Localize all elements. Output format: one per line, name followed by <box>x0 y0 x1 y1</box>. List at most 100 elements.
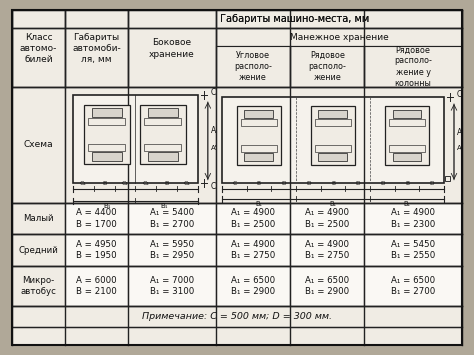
Text: A = 6000
B = 2100: A = 6000 B = 2100 <box>76 276 117 296</box>
Text: A': A' <box>457 146 464 151</box>
Bar <box>290 46 365 87</box>
Text: Малый: Малый <box>23 214 54 223</box>
Bar <box>392 153 421 161</box>
Text: B: B <box>257 181 261 186</box>
Text: Габариты
автомоби-
ля, мм: Габариты автомоби- ля, мм <box>72 33 121 64</box>
Bar <box>65 266 128 306</box>
Text: B: B <box>331 181 335 186</box>
Bar <box>12 266 65 306</box>
Text: A₁ = 4900
B₁ = 2500: A₁ = 4900 B₁ = 2500 <box>305 208 349 229</box>
Bar <box>319 110 347 118</box>
Text: C: C <box>211 182 216 191</box>
Text: A₁ = 6500
B₁ = 2700: A₁ = 6500 B₁ = 2700 <box>391 276 435 296</box>
Text: Микро-
автобус: Микро- автобус <box>20 276 56 296</box>
Text: C₁: C₁ <box>142 181 149 186</box>
Bar <box>88 118 125 125</box>
Text: D: D <box>356 181 360 186</box>
Text: Боковое
хранение: Боковое хранение <box>149 38 195 59</box>
Bar <box>245 110 273 118</box>
Text: Класс
автомо-
билей: Класс автомо- билей <box>20 33 57 64</box>
Text: B₁: B₁ <box>255 201 263 207</box>
Text: C₁: C₁ <box>80 181 87 186</box>
Bar <box>88 144 125 151</box>
Bar <box>128 266 216 306</box>
Bar <box>12 87 65 203</box>
Bar <box>389 119 425 126</box>
Bar <box>216 46 290 87</box>
Bar <box>12 234 65 266</box>
Text: C: C <box>232 181 236 186</box>
Bar <box>12 203 65 234</box>
Text: B₁: B₁ <box>329 201 337 207</box>
Bar <box>241 145 277 152</box>
Bar <box>128 10 216 87</box>
Text: A = 4950
B = 1950: A = 4950 B = 1950 <box>76 240 117 261</box>
Bar <box>445 176 450 181</box>
Bar <box>140 105 186 164</box>
Bar <box>365 234 462 266</box>
Text: C₁: C₁ <box>184 181 191 186</box>
Bar <box>65 234 128 266</box>
Bar <box>315 145 351 152</box>
Text: Габариты машино-места, мм: Габариты машино-места, мм <box>220 14 370 24</box>
Text: Схема: Схема <box>24 140 54 149</box>
Text: C: C <box>211 88 216 97</box>
Text: A₁ = 4900
B₁ = 2500: A₁ = 4900 B₁ = 2500 <box>231 208 275 229</box>
Bar <box>365 203 462 234</box>
Text: A₁ = 7000
B₁ = 3100: A₁ = 7000 B₁ = 3100 <box>150 276 194 296</box>
Bar <box>65 87 216 203</box>
Text: A₁ = 5450
B₁ = 2550: A₁ = 5450 B₁ = 2550 <box>391 240 435 261</box>
Bar <box>65 203 128 234</box>
Text: A₁ = 6500
B₁ = 2900: A₁ = 6500 B₁ = 2900 <box>231 276 275 296</box>
Bar <box>311 106 355 165</box>
Bar <box>290 266 365 306</box>
Text: B: B <box>164 181 169 186</box>
Text: Примечание: C = 500 мм; D = 300 мм.: Примечание: C = 500 мм; D = 300 мм. <box>142 312 332 321</box>
Text: A: A <box>457 129 462 137</box>
Bar <box>385 106 429 165</box>
Text: A₁ = 4900
B₁ = 2750: A₁ = 4900 B₁ = 2750 <box>305 240 349 261</box>
Text: A': A' <box>211 144 218 151</box>
Text: D: D <box>306 181 310 186</box>
Bar <box>84 105 130 164</box>
Bar <box>145 118 182 125</box>
Bar <box>73 95 198 182</box>
Text: B: B <box>102 181 106 186</box>
Bar <box>12 10 65 87</box>
Bar <box>216 203 290 234</box>
Bar <box>237 106 281 165</box>
Bar <box>145 144 182 151</box>
Text: Манежное хранение: Манежное хранение <box>290 33 388 42</box>
Bar <box>241 119 277 126</box>
Bar <box>216 266 290 306</box>
Text: Рядовое
располо-
жение у
колонны: Рядовое располо- жение у колонны <box>394 45 432 88</box>
Bar <box>65 10 128 87</box>
Text: A₁ = 5950
B₁ = 2950: A₁ = 5950 B₁ = 2950 <box>150 240 194 261</box>
Bar <box>128 10 462 28</box>
Bar <box>392 110 421 118</box>
Bar <box>128 234 216 266</box>
Text: A₁ = 4900
B₁ = 2300: A₁ = 4900 B₁ = 2300 <box>391 208 435 229</box>
Text: Средний: Средний <box>18 246 58 255</box>
Bar <box>148 152 178 161</box>
Text: Рядовое
располо-
жение: Рядовое располо- жение <box>308 51 346 82</box>
Bar <box>216 28 462 46</box>
Bar <box>315 119 351 126</box>
Text: Габариты машино-места, мм: Габариты машино-места, мм <box>220 14 370 24</box>
Text: A = 4400
B = 1700: A = 4400 B = 1700 <box>76 208 117 229</box>
Text: A₁ = 5400
B₁ = 2700: A₁ = 5400 B₁ = 2700 <box>150 208 194 229</box>
Text: A₁ = 6500
B₁ = 2900: A₁ = 6500 B₁ = 2900 <box>305 276 349 296</box>
Bar <box>365 46 462 87</box>
Text: D: D <box>281 181 286 186</box>
Text: C: C <box>457 89 462 99</box>
Bar <box>290 234 365 266</box>
Text: B₁: B₁ <box>403 201 410 207</box>
Bar <box>216 87 462 203</box>
Bar <box>128 203 216 234</box>
Bar <box>245 153 273 161</box>
Bar <box>92 152 122 161</box>
Text: D: D <box>380 181 384 186</box>
Bar <box>216 234 290 266</box>
Bar <box>92 108 122 116</box>
Text: B: B <box>405 181 409 186</box>
